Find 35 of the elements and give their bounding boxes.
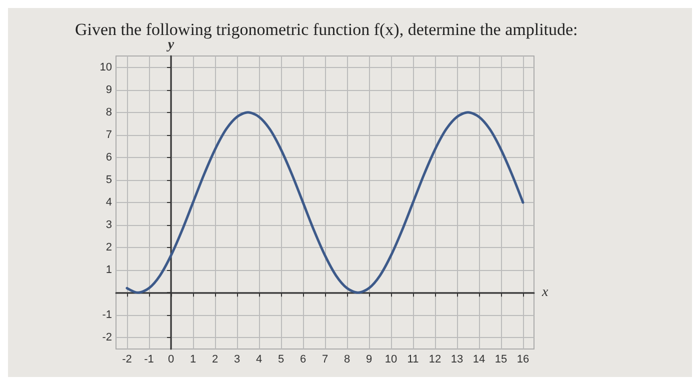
y-tick-label: 2	[106, 242, 112, 254]
x-tick-label: 8	[344, 354, 350, 366]
y-tick-label: -1	[102, 309, 112, 322]
x-tick-label: 1	[190, 354, 196, 366]
line-series	[126, 111, 524, 294]
x-tick-label: 0	[168, 354, 174, 366]
y-tick-label: 1	[106, 264, 112, 276]
x-tick-label: -2	[122, 354, 132, 366]
y-tick-label: 8	[106, 106, 112, 118]
y-tick-label: 3	[106, 219, 112, 232]
y-tick-label: 6	[106, 151, 112, 164]
x-tick-label: 6	[300, 354, 306, 366]
x-tick-label: 16	[516, 354, 530, 366]
x-tick-label: 13	[450, 354, 464, 366]
y-tick-label: 4	[106, 196, 112, 208]
x-tick-label: 5	[278, 354, 284, 366]
y-tick-label: 10	[100, 61, 112, 74]
y-tick-label: -2	[102, 332, 112, 344]
x-tick-label: 15	[494, 354, 508, 366]
y-tick-label: 7	[106, 128, 112, 141]
chart-title: Given the following trigonometric function f(x), determine the amplitude:	[75, 20, 578, 39]
y-tick-label: 9	[106, 84, 112, 96]
x-tick-label: 7	[322, 354, 328, 366]
x-tick-label: 3	[234, 354, 240, 366]
x-tick-label: 12	[428, 354, 442, 366]
y-axis-title: y	[166, 38, 175, 52]
x-tick-label: 14	[472, 354, 486, 366]
x-tick-label: 10	[384, 354, 398, 366]
x-tick-label: 4	[256, 354, 262, 366]
x-tick-label: 2	[212, 354, 218, 366]
x-axis-title: x	[541, 285, 549, 300]
x-tick-label: 9	[366, 354, 372, 366]
x-tick-label: -1	[144, 354, 154, 366]
y-tick-label: 5	[106, 174, 112, 186]
x-tick-label: 11	[407, 354, 419, 366]
